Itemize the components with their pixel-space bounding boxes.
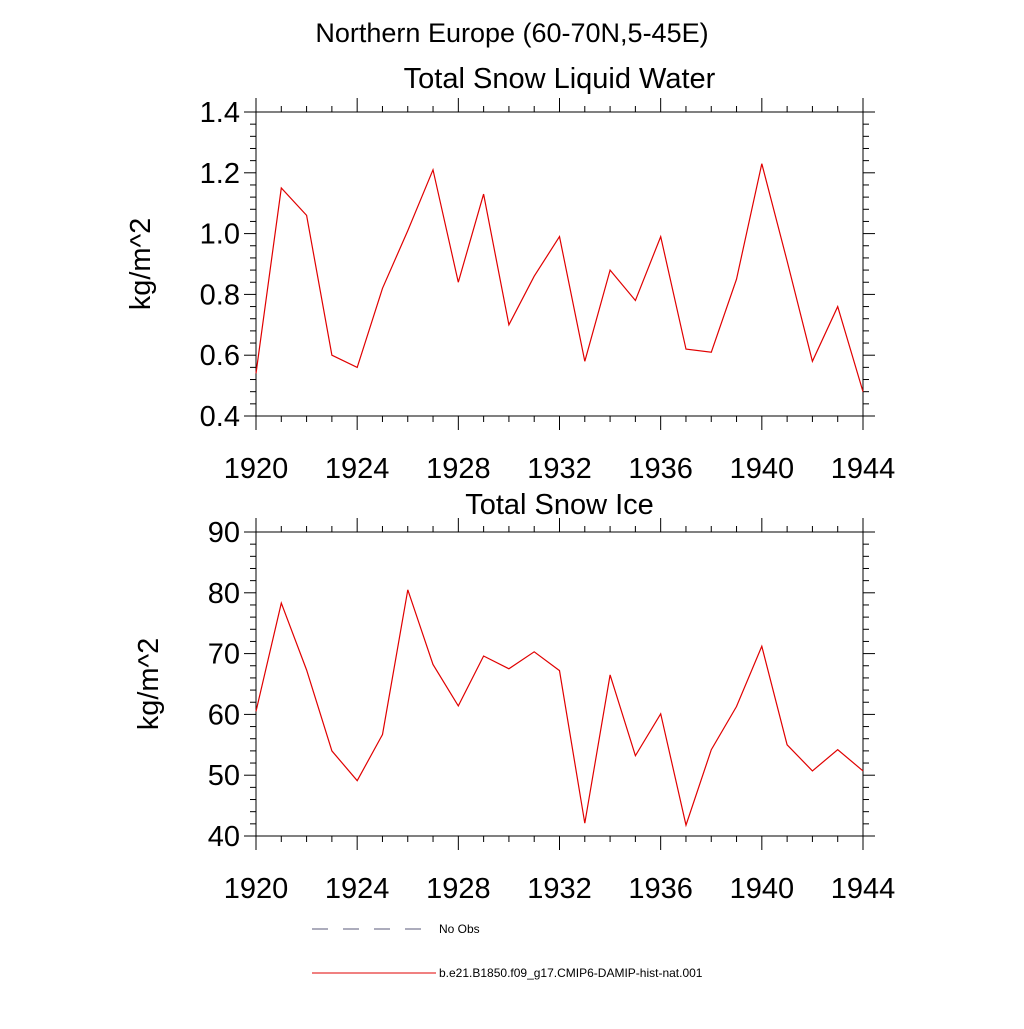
x-tick-label: 1944 xyxy=(831,873,896,905)
y-tick-label: 50 xyxy=(208,760,240,792)
plot-title: Total Snow Ice xyxy=(465,489,654,521)
y-tick-label: 80 xyxy=(208,578,240,610)
legend-entry: No Obs xyxy=(312,922,480,936)
y-tick-label: 1.4 xyxy=(200,97,240,129)
chart-panel-2: Total Snow Ice 40 50 60 70 80 90 1920 1924 1928 19… xyxy=(133,489,895,905)
y-axis-label: kg/m^2 xyxy=(125,218,157,311)
x-tick-label: 1940 xyxy=(730,453,795,485)
x-tick-label: 1924 xyxy=(325,453,390,485)
y-axis-label: kg/m^2 xyxy=(133,638,165,731)
x-tick-label: 1924 xyxy=(325,873,390,905)
series-line xyxy=(255,589,864,828)
y-tick-label: 0.6 xyxy=(200,340,240,372)
legend-label: No Obs xyxy=(439,922,480,936)
y-tick-label: 70 xyxy=(208,639,240,671)
y-tick-label: 90 xyxy=(208,517,240,549)
x-tick-label: 1936 xyxy=(628,873,693,905)
chart-panel-1: Total Snow Liquid Water 0.4 0.6 0.8 1.0 1.2 1.… xyxy=(125,63,895,485)
x-tick-label: 1928 xyxy=(426,453,491,485)
x-tick-label: 1928 xyxy=(426,873,491,905)
legend-entry: b.e21.B1850.f09_g17.CMIP6-DAMIP-hist-nat… xyxy=(312,966,703,980)
y-tick-label: 1.2 xyxy=(200,158,240,190)
x-tick-label: 1920 xyxy=(224,873,289,905)
legend: No Obs b.e21.B1850.f09_g17.CMIP6-DAMIP-hi… xyxy=(312,922,703,980)
x-tick-label: 1944 xyxy=(831,453,896,485)
y-tick-label: 40 xyxy=(208,821,240,853)
x-tick-label: 1932 xyxy=(527,873,592,905)
plot-frame xyxy=(255,111,864,417)
plot-title: Total Snow Liquid Water xyxy=(404,63,716,95)
series-line xyxy=(255,163,864,392)
x-tick-label: 1936 xyxy=(628,453,693,485)
y-tick-label: 0.4 xyxy=(200,401,240,433)
y-tick-label: 0.8 xyxy=(200,279,240,311)
y-tick-label: 1.0 xyxy=(200,219,240,251)
y-tick-label: 60 xyxy=(208,699,240,731)
x-tick-label: 1940 xyxy=(730,873,795,905)
legend-label: b.e21.B1850.f09_g17.CMIP6-DAMIP-hist-nat… xyxy=(439,966,703,980)
page-title: Northern Europe (60-70N,5-45E) xyxy=(315,18,708,48)
x-tick-label: 1932 xyxy=(527,453,592,485)
x-tick-label: 1920 xyxy=(224,453,289,485)
